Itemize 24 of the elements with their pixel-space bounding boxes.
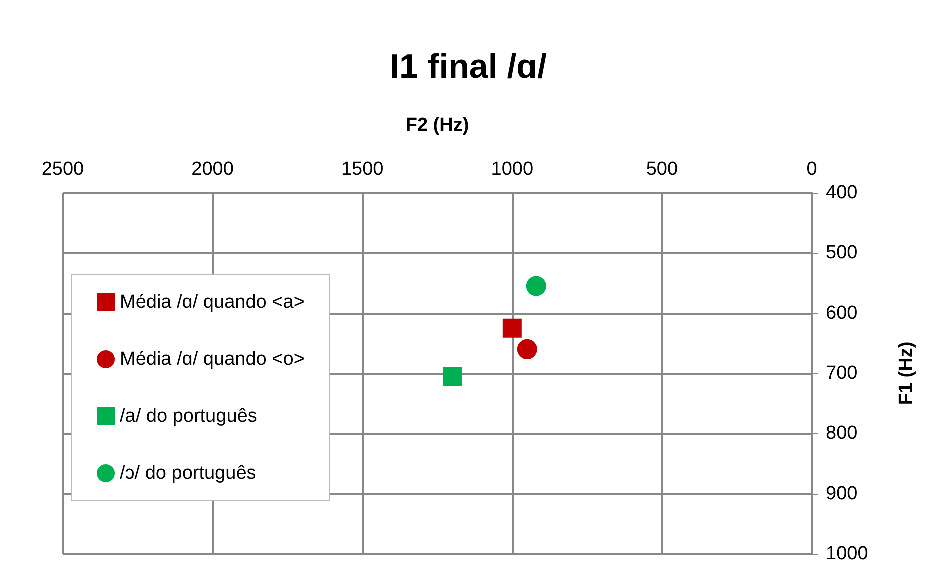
x-tick-label: 1000 (491, 159, 534, 180)
x-tick-label: 2500 (42, 159, 84, 180)
point (526, 276, 546, 296)
legend-label: /a/ do português (120, 406, 258, 427)
y-tick-label: 1000 (826, 544, 868, 564)
legend-label: /ɔ/ do português (120, 463, 256, 484)
y-axis-title: F1 (Hz) (896, 342, 917, 406)
y-tick-label: 800 (826, 423, 858, 444)
x-tick-label: 1500 (341, 159, 384, 180)
y-tick-label: 600 (826, 302, 858, 324)
point (517, 339, 538, 360)
y-tick-label: 700 (826, 363, 858, 384)
y-tick-label: 500 (826, 242, 858, 264)
point (442, 367, 462, 386)
x-tick-label: 2000 (192, 159, 234, 180)
y-tick-label: 900 (826, 483, 858, 504)
point (502, 318, 522, 338)
chart-title: I1 final /ɑ/ (390, 48, 548, 86)
y-tick-label: 400 (826, 182, 858, 204)
x-tick-label: 0 (806, 159, 818, 180)
legend-label: Média /ɑ/ quando <o> (120, 349, 305, 370)
legend-label: Média /ɑ/ quando <a> (120, 292, 305, 313)
x-tick-label: 500 (646, 159, 678, 180)
x-axis-title: F2 (Hz) (406, 115, 470, 136)
